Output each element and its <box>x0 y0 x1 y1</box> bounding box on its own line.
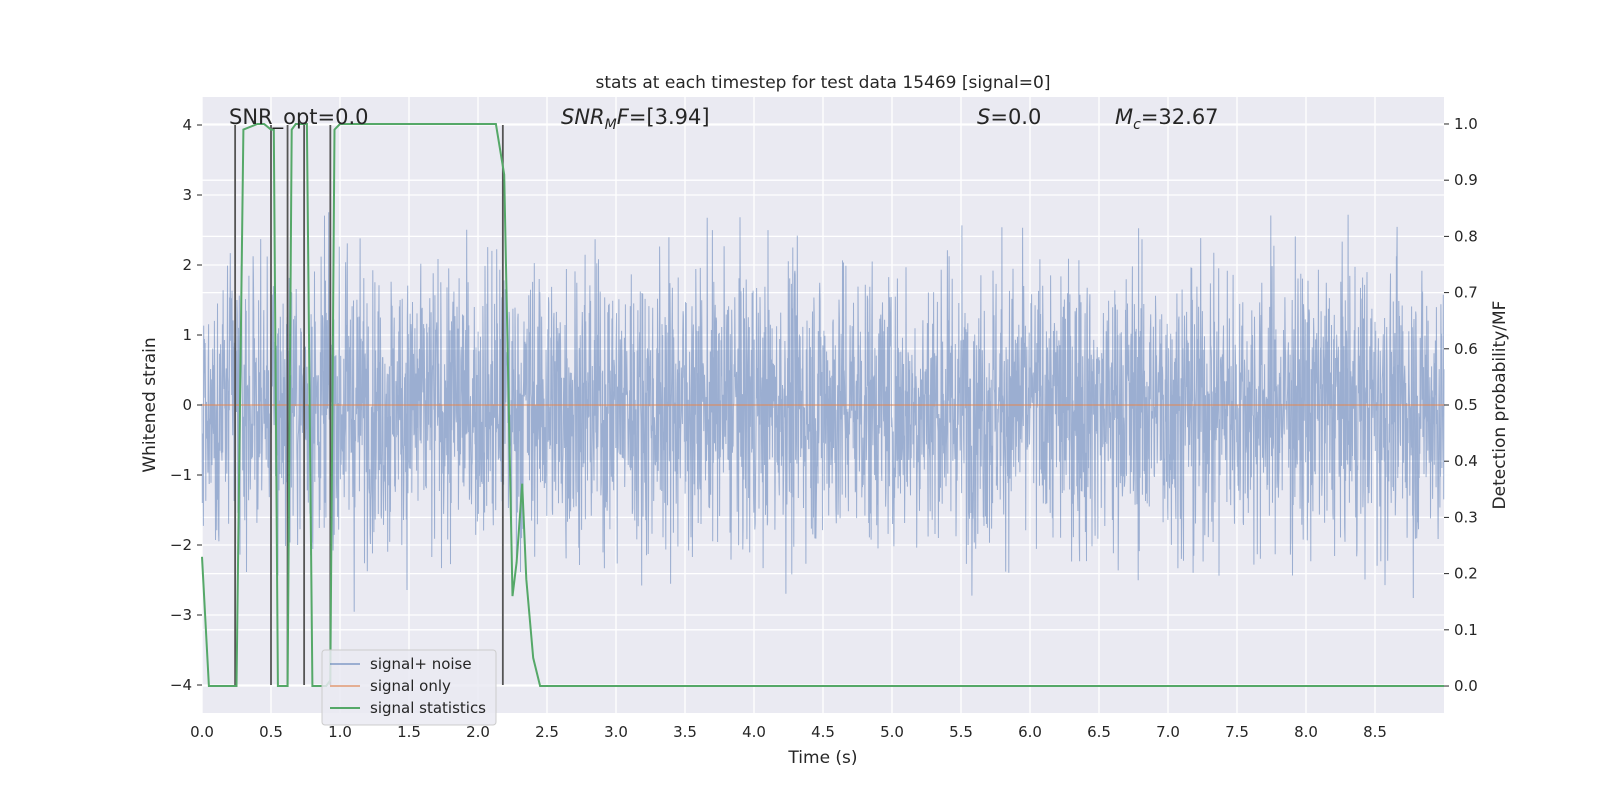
x-tick-label: 4.0 <box>742 723 766 741</box>
y-tick-label: −1 <box>170 466 192 484</box>
y-tick-label: 4 <box>182 116 192 134</box>
y-right-tick-label: 0.3 <box>1454 508 1478 526</box>
annotation-snr-mf-label: SNR <box>561 105 605 129</box>
legend-entry-statistics: signal statistics <box>370 699 486 717</box>
legend-box <box>321 649 497 726</box>
y-right-tick-label: 0.7 <box>1454 284 1478 302</box>
y-right-tick-label: 0.4 <box>1454 452 1478 470</box>
y-tick-label: 1 <box>182 326 192 344</box>
x-tick-label: 3.5 <box>673 723 697 741</box>
y-axis-label: Whitened strain <box>140 337 160 472</box>
annotation-mc-sub: c <box>1133 117 1141 133</box>
legend-entry-noise: signal+ noise <box>370 655 472 673</box>
x-tick-label: 6.5 <box>1087 723 1111 741</box>
x-tick-label: 8.5 <box>1363 723 1387 741</box>
x-tick-label: 0.5 <box>259 723 283 741</box>
x-tick-label: 1.0 <box>328 723 352 741</box>
x-tick-label: 1.5 <box>397 723 421 741</box>
x-tick-label: 2.0 <box>466 723 490 741</box>
x-tick-label: 4.5 <box>811 723 835 741</box>
legend-entry-signal: signal only <box>370 677 451 695</box>
chart-title: stats at each timestep for test data 154… <box>596 73 1051 93</box>
annotation-snr-mf: SNRMF=[3.94] <box>561 105 710 133</box>
x-tick-label: 6.0 <box>1018 723 1042 741</box>
x-tick-label: 7.0 <box>1156 723 1180 741</box>
y-axis-label-right: Detection probability/MF <box>1490 301 1510 510</box>
y-tick-label: −3 <box>170 606 192 624</box>
x-tick-label: 2.5 <box>535 723 559 741</box>
annotation-mc-label: M <box>1115 105 1133 129</box>
x-tick-label: 5.0 <box>880 723 904 741</box>
annotation-mc-value: =32.67 <box>1141 105 1219 129</box>
annotation-mc: Mc=32.67 <box>1115 105 1219 133</box>
x-tick-label: 3.0 <box>604 723 628 741</box>
annotation-s: S=0.0 <box>977 105 1041 129</box>
y-right-tick-label: 0.6 <box>1454 340 1478 358</box>
annotation-snr-opt: SNR_opt=0.0 <box>229 105 369 130</box>
annotation-snr-mf-label2: F <box>617 105 630 129</box>
y-tick-label: 3 <box>182 186 192 204</box>
y-right-tick-label: 0.1 <box>1454 621 1478 639</box>
annotation-snr-mf-sub: M <box>605 117 617 133</box>
y-tick-label: −2 <box>170 536 192 554</box>
axis-ticks: 0.0 0.5 1.0 1.5 2.0 2.5 3.0 3.5 4.0 4.5 5.0 5.5 6.0 6… <box>170 115 1478 741</box>
y-right-tick-label: 0.5 <box>1454 396 1478 414</box>
y-right-tick-label: 1.0 <box>1454 115 1478 133</box>
y-right-tick-label: 0.8 <box>1454 227 1478 245</box>
y-right-tick-label: 0.0 <box>1454 677 1478 695</box>
y-right-tick-label: 0.2 <box>1454 565 1478 583</box>
x-tick-label: 5.5 <box>949 723 973 741</box>
noise-line <box>201 212 1445 612</box>
signal-noise-series <box>201 212 1445 612</box>
y-tick-label: 2 <box>182 256 192 274</box>
y-tick-label: −4 <box>170 676 192 694</box>
annotation-snr-mf-value: =[3.94] <box>629 105 710 129</box>
x-tick-label: 7.5 <box>1225 723 1249 741</box>
x-axis-label: Time (s) <box>787 748 857 768</box>
x-tick-label: 0.0 <box>190 723 214 741</box>
x-tick-label: 8.0 <box>1294 723 1318 741</box>
annotation-s-value: =0.0 <box>990 105 1041 129</box>
legend: signal+ noise signal only signal statist… <box>321 649 497 726</box>
y-tick-label: 0 <box>182 396 192 414</box>
annotation-s-label: S <box>977 105 990 129</box>
y-right-tick-label: 0.9 <box>1454 171 1478 189</box>
